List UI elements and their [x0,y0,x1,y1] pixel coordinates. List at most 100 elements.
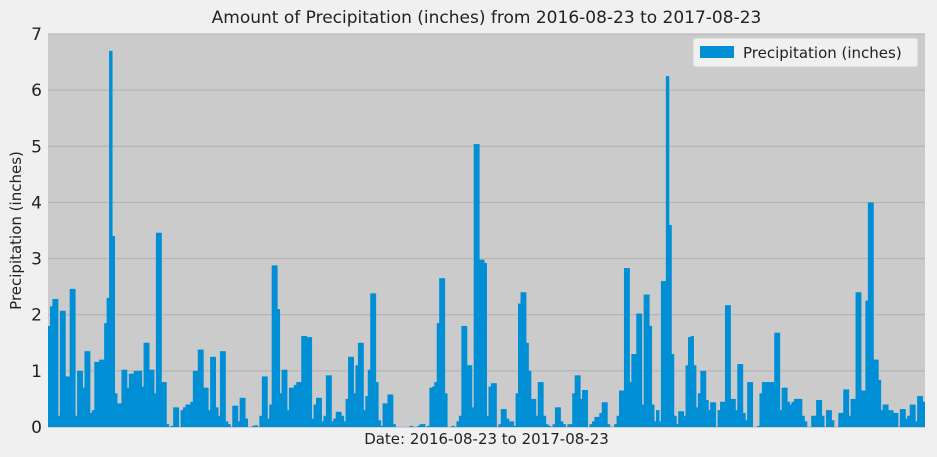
y-tick-label: 4 [31,193,42,213]
bar [651,404,655,427]
bar [759,393,763,427]
bar [838,412,842,427]
bar [99,359,103,427]
bar [269,404,273,427]
bar [591,421,596,427]
bar [503,409,507,427]
bar [673,415,677,427]
bar [389,394,394,427]
bar [372,293,377,427]
bar [542,415,547,427]
bar [500,409,505,427]
bar [251,425,256,427]
bar [160,382,165,427]
bar [522,292,527,427]
bar [717,410,722,427]
bar [577,375,581,427]
bar [527,370,532,427]
bar [254,425,258,427]
bar [791,401,795,427]
bar [190,401,194,427]
bar [875,359,879,427]
bar [830,420,835,427]
bar [325,375,330,427]
bar [727,305,731,427]
bar [313,404,318,427]
bar [429,387,433,427]
bar [665,76,670,428]
bar [569,424,574,427]
bar [636,313,640,427]
bar [148,369,152,427]
bar [828,410,832,427]
bar [62,310,66,427]
x-axis-label: Date: 2016-08-23 to 2017-08-23 [364,430,609,448]
bar [857,292,862,427]
bar [567,424,571,427]
bar [109,50,113,428]
bar [281,369,285,427]
legend-swatch [700,46,734,58]
y-tick-label: 6 [31,81,42,101]
y-tick-label: 0 [31,418,42,438]
bar [518,303,522,427]
bar [136,370,140,427]
bar [729,398,734,427]
bar [409,425,414,427]
bar [520,292,524,427]
bar [48,325,51,427]
bar [882,404,887,427]
bar [766,382,771,427]
bar [217,415,221,427]
bar [545,424,549,427]
bar [732,398,736,427]
bar [111,236,116,427]
bar [737,364,741,427]
bar [853,398,857,427]
bar [458,415,463,427]
bar [917,396,921,427]
bar [365,396,369,427]
bar [663,281,667,427]
bar [77,370,81,427]
bar [557,407,561,427]
bar [421,424,426,427]
bar [734,410,739,427]
bar [712,402,717,427]
bar [200,349,204,427]
y-axis-ticks: 0 1 2 3 4 5 6 7 [31,25,42,438]
bar [101,359,106,427]
bar [274,265,278,427]
bar [678,411,682,427]
bar [510,421,515,427]
bar [801,415,805,427]
bar [121,369,125,427]
bar [599,412,603,427]
bar [155,232,160,427]
bar [426,425,431,427]
bar [626,268,630,427]
bar [702,370,707,427]
bar [259,415,263,427]
bar [306,337,310,427]
bar [205,387,209,427]
bar [291,387,295,427]
bar [685,365,689,427]
bar [288,387,293,427]
bar [210,356,214,427]
bar [764,382,768,427]
bar [91,410,96,427]
y-tick-label: 3 [31,250,42,270]
bar [284,369,288,427]
bar [547,425,552,427]
bar [431,386,436,427]
y-tick-label: 2 [31,306,42,326]
bar [855,292,859,427]
bar [128,373,133,427]
bar [84,351,88,427]
bar [69,288,74,427]
bar [316,397,320,427]
bar [860,390,864,427]
bar [234,405,239,427]
bar [286,410,290,427]
